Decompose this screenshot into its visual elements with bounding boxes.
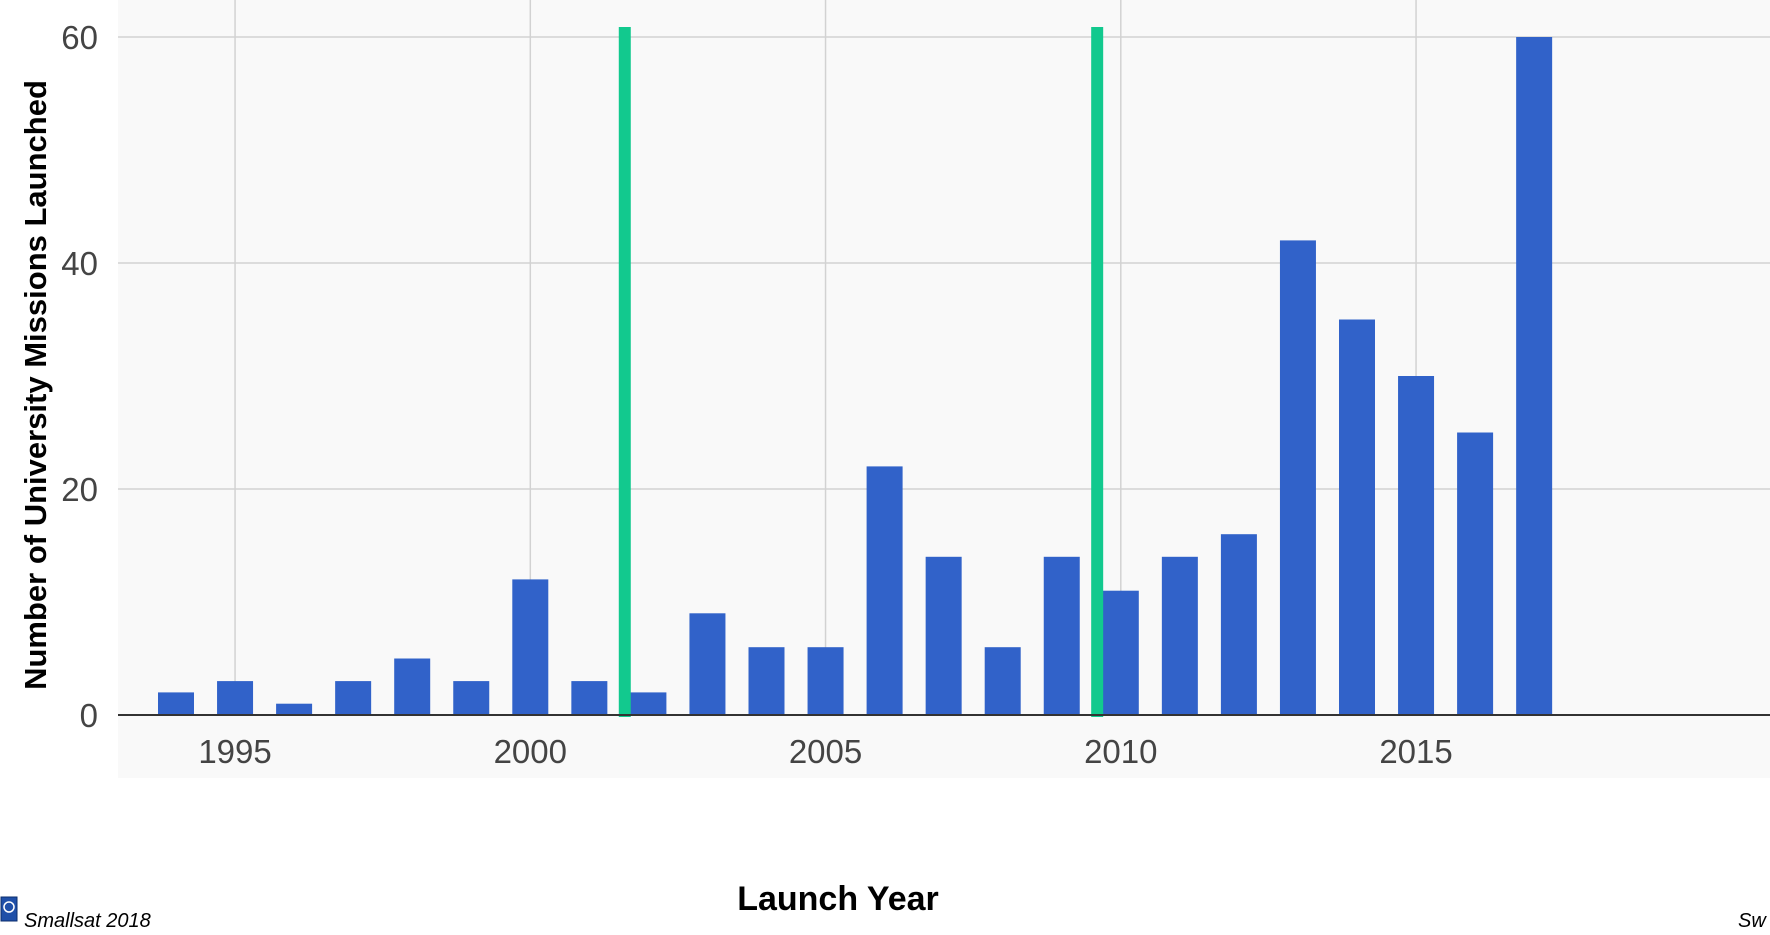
bar	[1398, 376, 1435, 715]
bar	[1043, 556, 1080, 715]
y-tick-label: 20	[61, 471, 98, 508]
bar	[1516, 37, 1553, 715]
y-tick-label: 0	[80, 697, 98, 734]
bar	[630, 692, 667, 715]
bar	[453, 681, 490, 715]
bar	[1102, 590, 1139, 715]
bar	[866, 466, 903, 715]
x-tick-label: 1995	[198, 733, 271, 770]
y-axis-label-container: Number of University Missions Launched	[0, 0, 70, 800]
bar	[807, 647, 844, 715]
bar	[512, 579, 549, 715]
bars	[158, 37, 1553, 715]
bar	[1457, 432, 1494, 715]
bar	[571, 681, 608, 715]
x-tick-label: 2015	[1379, 733, 1452, 770]
footer-author-label: Sw	[1738, 910, 1766, 932]
bar	[1161, 556, 1198, 715]
y-tick-label: 40	[61, 245, 98, 282]
bar	[984, 647, 1021, 715]
bar	[748, 647, 785, 715]
x-axis-label: Launch Year	[737, 880, 939, 918]
bar	[335, 681, 372, 715]
bar	[925, 556, 962, 715]
y-tick-label: 60	[61, 19, 98, 56]
bar	[394, 658, 431, 715]
bar	[217, 681, 254, 715]
university-seal-icon	[0, 896, 18, 922]
bar	[158, 692, 194, 715]
bar	[276, 703, 313, 715]
tick-labels: 0 20 40 60 1995 2000 2005 2010 2015	[61, 19, 1452, 770]
footer-conference-label: Smallsat 2018	[24, 910, 151, 932]
x-tick-label: 2000	[494, 733, 567, 770]
x-tick-label: 2010	[1084, 733, 1157, 770]
bar	[1339, 319, 1375, 715]
bar	[1220, 534, 1257, 715]
bar	[1279, 240, 1316, 715]
bar	[689, 613, 726, 715]
y-axis-label: Number of University Missions Launched	[18, 80, 53, 690]
x-tick-label: 2005	[789, 733, 862, 770]
vertical-markers	[618, 27, 1104, 717]
